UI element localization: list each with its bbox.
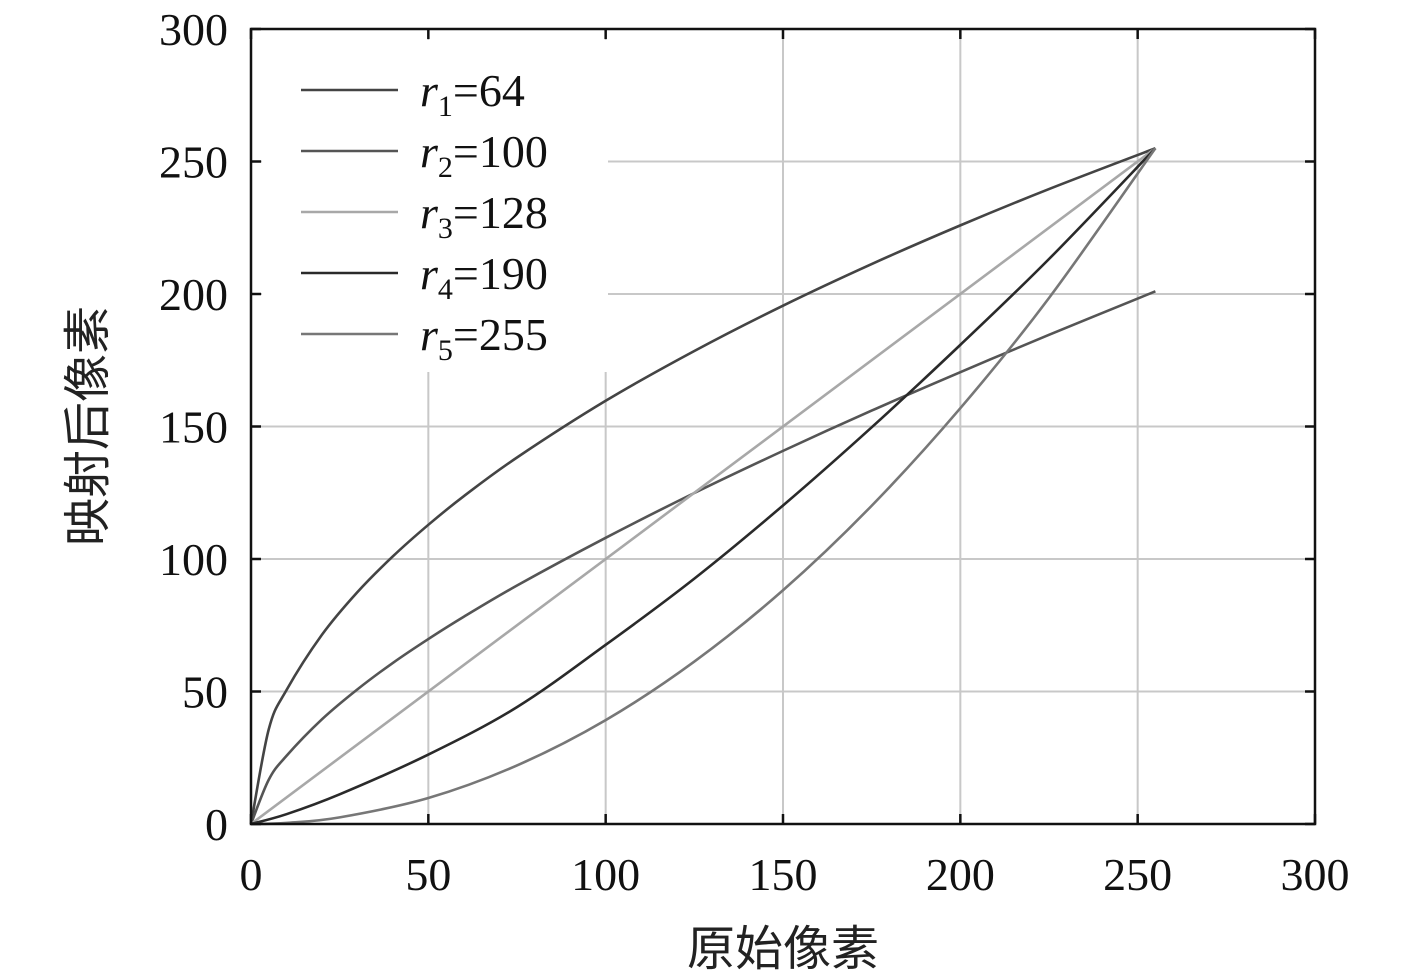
series-line-2 bbox=[249, 290, 1156, 825]
x-axis-title: 原始像素 bbox=[687, 921, 879, 975]
x-tick-label: 0 bbox=[240, 849, 263, 900]
legend-label: r3=128 bbox=[420, 187, 548, 245]
series-lines bbox=[249, 147, 1157, 826]
legend-item-1: r1=64 bbox=[301, 65, 525, 123]
y-tick-label: 300 bbox=[159, 4, 228, 55]
legend-item-2: r2=100 bbox=[301, 126, 548, 184]
y-axis-title: 映射后像素 bbox=[60, 306, 116, 546]
x-tick-label: 300 bbox=[1281, 849, 1350, 900]
y-tick-label: 250 bbox=[159, 137, 228, 188]
axis-ticks: 0 50 100 150 200 250 300 0 50 100 150 200 250 300 bbox=[159, 4, 1350, 900]
legend-label: r2=100 bbox=[420, 126, 548, 184]
y-tick-label: 50 bbox=[182, 667, 228, 718]
legend-background bbox=[262, 40, 608, 372]
series-line-1 bbox=[249, 147, 1156, 825]
legend-label: r5=255 bbox=[420, 309, 548, 367]
x-tick-label: 200 bbox=[926, 849, 995, 900]
y-tick-label: 150 bbox=[159, 402, 228, 453]
y-tick-label: 200 bbox=[159, 269, 228, 320]
y-tick-label: 0 bbox=[205, 799, 228, 850]
legend-item-3: r3=128 bbox=[301, 187, 548, 245]
legend-label: r1=64 bbox=[420, 65, 525, 123]
x-tick-label: 250 bbox=[1103, 849, 1172, 900]
legend-label: r4=190 bbox=[420, 248, 548, 306]
legend-item-5: r5=255 bbox=[301, 309, 548, 367]
legend-item-4: r4=190 bbox=[301, 248, 548, 306]
x-tick-label: 100 bbox=[571, 849, 640, 900]
series-line-5 bbox=[250, 147, 1157, 826]
x-tick-label: 150 bbox=[749, 849, 818, 900]
series-line-3 bbox=[250, 147, 1157, 826]
y-tick-label: 100 bbox=[159, 534, 228, 585]
series-line-4 bbox=[250, 147, 1157, 826]
x-tick-label: 50 bbox=[405, 849, 451, 900]
